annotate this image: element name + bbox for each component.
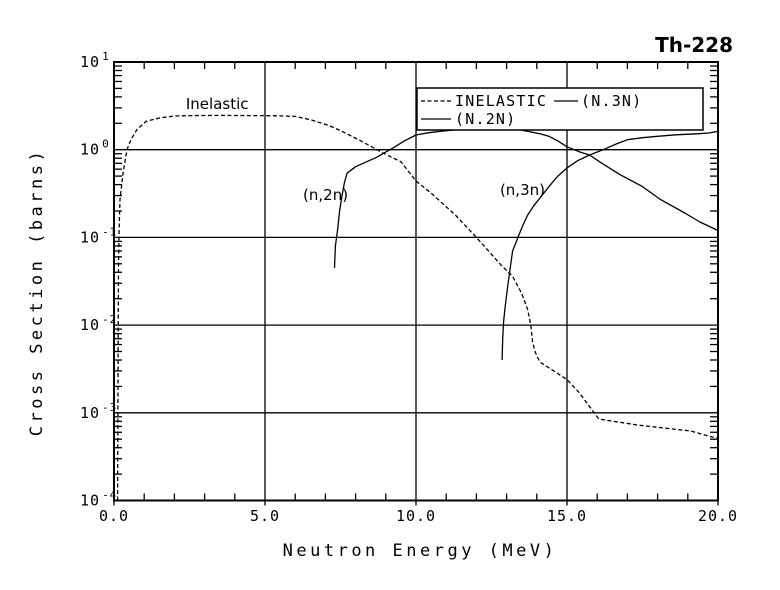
y-tick-label: 10 -3 xyxy=(80,401,117,422)
curve-label: (n,2n) xyxy=(303,186,348,204)
y-axis-title: Cross Section (barns) xyxy=(27,147,47,437)
x-tick-label: 15.0 xyxy=(547,507,587,525)
chart-title: Th-228 xyxy=(655,33,733,57)
x-tick-label: 20.0 xyxy=(698,507,738,525)
legend-box xyxy=(416,87,704,131)
y-tick-label: 10 0 xyxy=(80,138,110,159)
legend-label: (N.3N) xyxy=(581,92,642,110)
legend-label: (N.2N) xyxy=(455,110,516,128)
curve-label: (n,3n) xyxy=(500,181,545,199)
legend: INELASTIC (N.3N) (N.2N) xyxy=(416,87,704,131)
x-tick-label: 0.0 xyxy=(99,507,129,525)
y-tick-label: 10 -1 xyxy=(80,225,117,246)
y-tick-label: 10 1 xyxy=(80,50,110,71)
y-tick-label: 10 -2 xyxy=(80,313,117,334)
legend-label: INELASTIC xyxy=(455,92,547,110)
x-tick-label: 10.0 xyxy=(396,507,436,525)
x-tick-label: 5.0 xyxy=(250,507,280,525)
x-axis-title: Neutron Energy (MeV) xyxy=(282,541,558,561)
curve-inelastic xyxy=(116,114,719,501)
plot-frame xyxy=(113,61,719,502)
curve-label: Inelastic xyxy=(186,95,249,113)
curve-n3n xyxy=(501,130,719,361)
